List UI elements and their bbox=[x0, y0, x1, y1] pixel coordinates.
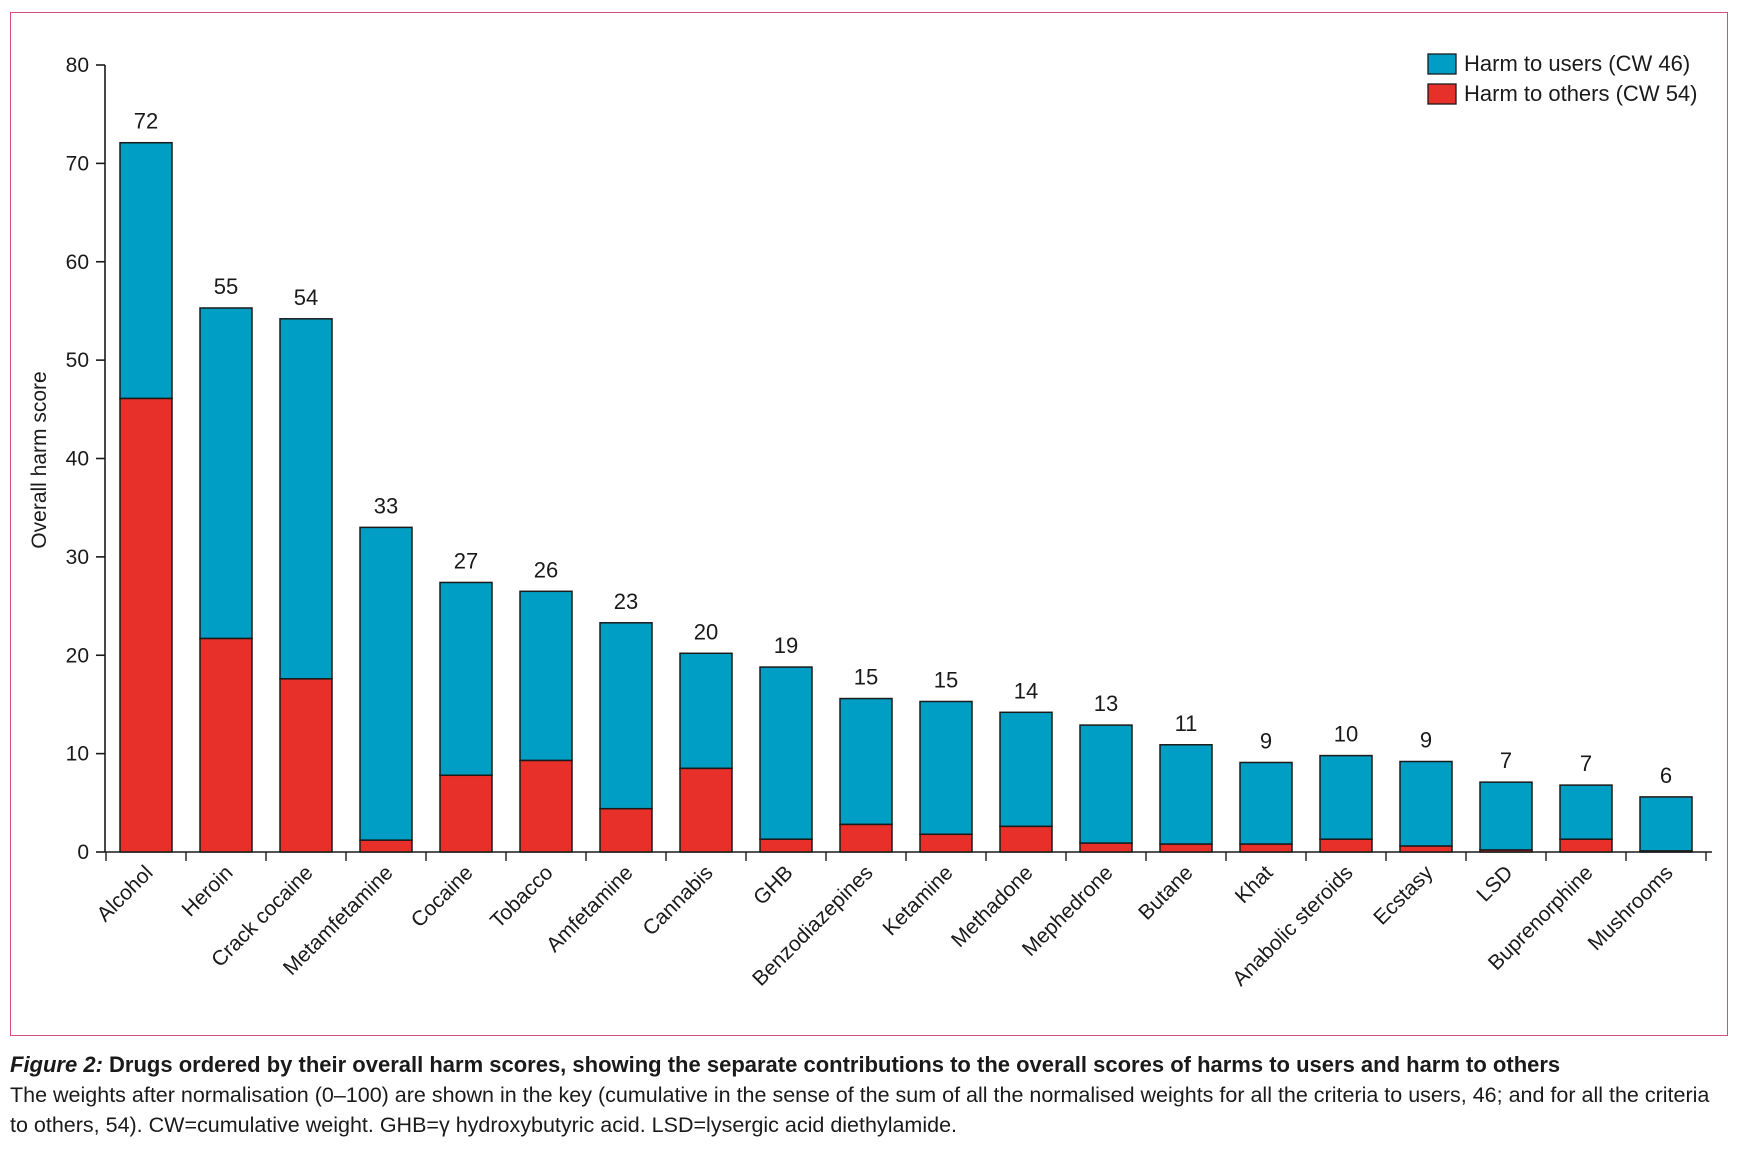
data-label: 33 bbox=[374, 493, 398, 518]
bar-harm-to-others bbox=[839, 823, 893, 853]
bar-harm-to-users bbox=[1479, 781, 1533, 851]
bar-harm-to-users bbox=[1399, 760, 1453, 847]
bar-harm-to-others bbox=[359, 839, 413, 853]
data-label: 11 bbox=[1175, 711, 1198, 736]
x-tick-label: Mushrooms bbox=[1584, 861, 1678, 955]
x-tick-label: GHB bbox=[749, 861, 797, 909]
y-tick-label: 10 bbox=[66, 743, 89, 766]
bar-harm-to-users bbox=[1079, 724, 1133, 844]
bar-harm-to-others bbox=[679, 767, 733, 853]
bar-harm-to-others bbox=[1159, 843, 1213, 853]
legend-label: Harm to others (CW 54) bbox=[1464, 81, 1698, 106]
data-label: 20 bbox=[694, 619, 718, 644]
bar-harm-to-others bbox=[759, 838, 813, 853]
x-tick-label: Butane bbox=[1134, 861, 1197, 924]
data-label: 10 bbox=[1334, 722, 1358, 747]
data-label: 26 bbox=[534, 557, 558, 582]
x-tick-label: Tobacco bbox=[486, 861, 558, 933]
bar-harm-to-users bbox=[1239, 761, 1293, 845]
y-axis-label: Overall harm score bbox=[28, 371, 51, 548]
data-label: 7 bbox=[1500, 748, 1512, 773]
bar-harm-to-users bbox=[519, 590, 573, 762]
bar-harm-to-users bbox=[199, 307, 253, 640]
bar-harm-to-users bbox=[599, 622, 653, 810]
y-tick-label: 60 bbox=[66, 251, 89, 274]
legend-swatch bbox=[1427, 53, 1457, 75]
caption-title-text: Drugs ordered by their overall harm scor… bbox=[102, 1052, 1561, 1077]
x-tick-label: Cannabis bbox=[639, 861, 718, 940]
bar-harm-to-users bbox=[439, 581, 493, 777]
y-axis: 0 10 20 30 40 50 60 70 80 bbox=[66, 54, 106, 864]
data-label: 27 bbox=[454, 548, 478, 573]
legend-label: Harm to users (CW 46) bbox=[1464, 51, 1690, 76]
x-tick-label: Ecstasy bbox=[1369, 861, 1438, 930]
data-label: 55 bbox=[214, 274, 238, 299]
data-label: 14 bbox=[1014, 678, 1038, 703]
figure-label: Figure 2: bbox=[10, 1052, 103, 1077]
bar-harm-to-others bbox=[1399, 845, 1453, 853]
bar-harm-to-others bbox=[1639, 850, 1693, 853]
bar-harm-to-others bbox=[1559, 838, 1613, 853]
data-label: 9 bbox=[1260, 728, 1272, 753]
bar-harm-to-others bbox=[119, 397, 173, 853]
legend-swatch bbox=[1427, 83, 1457, 105]
bar-harm-to-users bbox=[679, 652, 733, 770]
x-tick-label: Amfetamine bbox=[542, 861, 637, 956]
x-tick-label: Cocaine bbox=[407, 861, 478, 932]
y-tick-label: 0 bbox=[77, 841, 89, 864]
y-tick-label: 30 bbox=[66, 546, 89, 569]
bar-harm-to-others bbox=[999, 825, 1053, 853]
bar-harm-to-others bbox=[199, 637, 253, 853]
data-label: 6 bbox=[1660, 763, 1672, 788]
x-tick-label: Ketamine bbox=[879, 861, 958, 940]
x-axis bbox=[105, 851, 1712, 861]
data-label: 19 bbox=[774, 633, 798, 658]
bar-harm-to-users bbox=[999, 711, 1053, 828]
figure-caption: Figure 2: Drugs ordered by their overall… bbox=[10, 1050, 1725, 1140]
bar-harm-to-others bbox=[1479, 849, 1533, 853]
data-label: 7 bbox=[1580, 751, 1592, 776]
x-tick-label: LSD bbox=[1472, 861, 1517, 906]
bars bbox=[119, 141, 1693, 853]
y-tick-label: 70 bbox=[66, 152, 89, 175]
bar-harm-to-users bbox=[839, 697, 893, 826]
data-label: 15 bbox=[934, 667, 958, 692]
bar-harm-to-users bbox=[1639, 796, 1693, 852]
bar-harm-to-others bbox=[1079, 842, 1133, 853]
y-tick-label: 40 bbox=[66, 448, 89, 471]
bar-harm-to-users bbox=[359, 526, 413, 841]
bar-harm-to-users bbox=[279, 318, 333, 680]
x-tick-label: Heroin bbox=[178, 861, 238, 921]
caption-body: The weights after normalisation (0–100) … bbox=[10, 1083, 1710, 1137]
bar-harm-to-others bbox=[279, 678, 333, 853]
y-tick-label: 20 bbox=[66, 644, 89, 667]
bar-harm-to-others bbox=[599, 807, 653, 853]
bar-harm-to-others bbox=[519, 759, 573, 853]
bar-harm-to-users bbox=[1559, 784, 1613, 840]
bar-harm-to-others bbox=[1319, 838, 1373, 853]
value-labels: 72 55 54 33 27 26 23 20 19 15 15 14 13 11 9 10 9 7 7 6 bbox=[134, 109, 1672, 788]
bar-harm-to-users bbox=[119, 141, 173, 400]
data-label: 54 bbox=[294, 285, 318, 310]
y-tick-label: 80 bbox=[66, 54, 89, 77]
stacked-bar-chart: 0 10 20 30 40 50 60 70 80 72 55 54 33 27 26 23 20 19 15 15… bbox=[28, 51, 1712, 991]
bar-harm-to-others bbox=[1239, 843, 1293, 853]
data-label: 72 bbox=[134, 109, 158, 134]
bar-harm-to-others bbox=[919, 833, 973, 853]
y-tick-label: 50 bbox=[66, 349, 89, 372]
caption-title: Figure 2: Drugs ordered by their overall… bbox=[10, 1050, 1725, 1080]
data-label: 23 bbox=[614, 589, 638, 614]
bar-harm-to-users bbox=[1159, 744, 1213, 845]
bar-harm-to-users bbox=[1319, 754, 1373, 840]
legend: Harm to users (CW 46) Harm to others (CW … bbox=[1427, 51, 1698, 106]
bar-harm-to-users bbox=[919, 700, 973, 836]
data-label: 13 bbox=[1094, 691, 1118, 716]
x-tick-label: Alcohol bbox=[93, 861, 158, 926]
bar-harm-to-others bbox=[439, 774, 493, 853]
x-tick-label: Khat bbox=[1231, 861, 1278, 908]
bar-harm-to-users bbox=[759, 666, 813, 840]
data-label: 9 bbox=[1420, 727, 1432, 752]
data-label: 15 bbox=[854, 665, 878, 690]
